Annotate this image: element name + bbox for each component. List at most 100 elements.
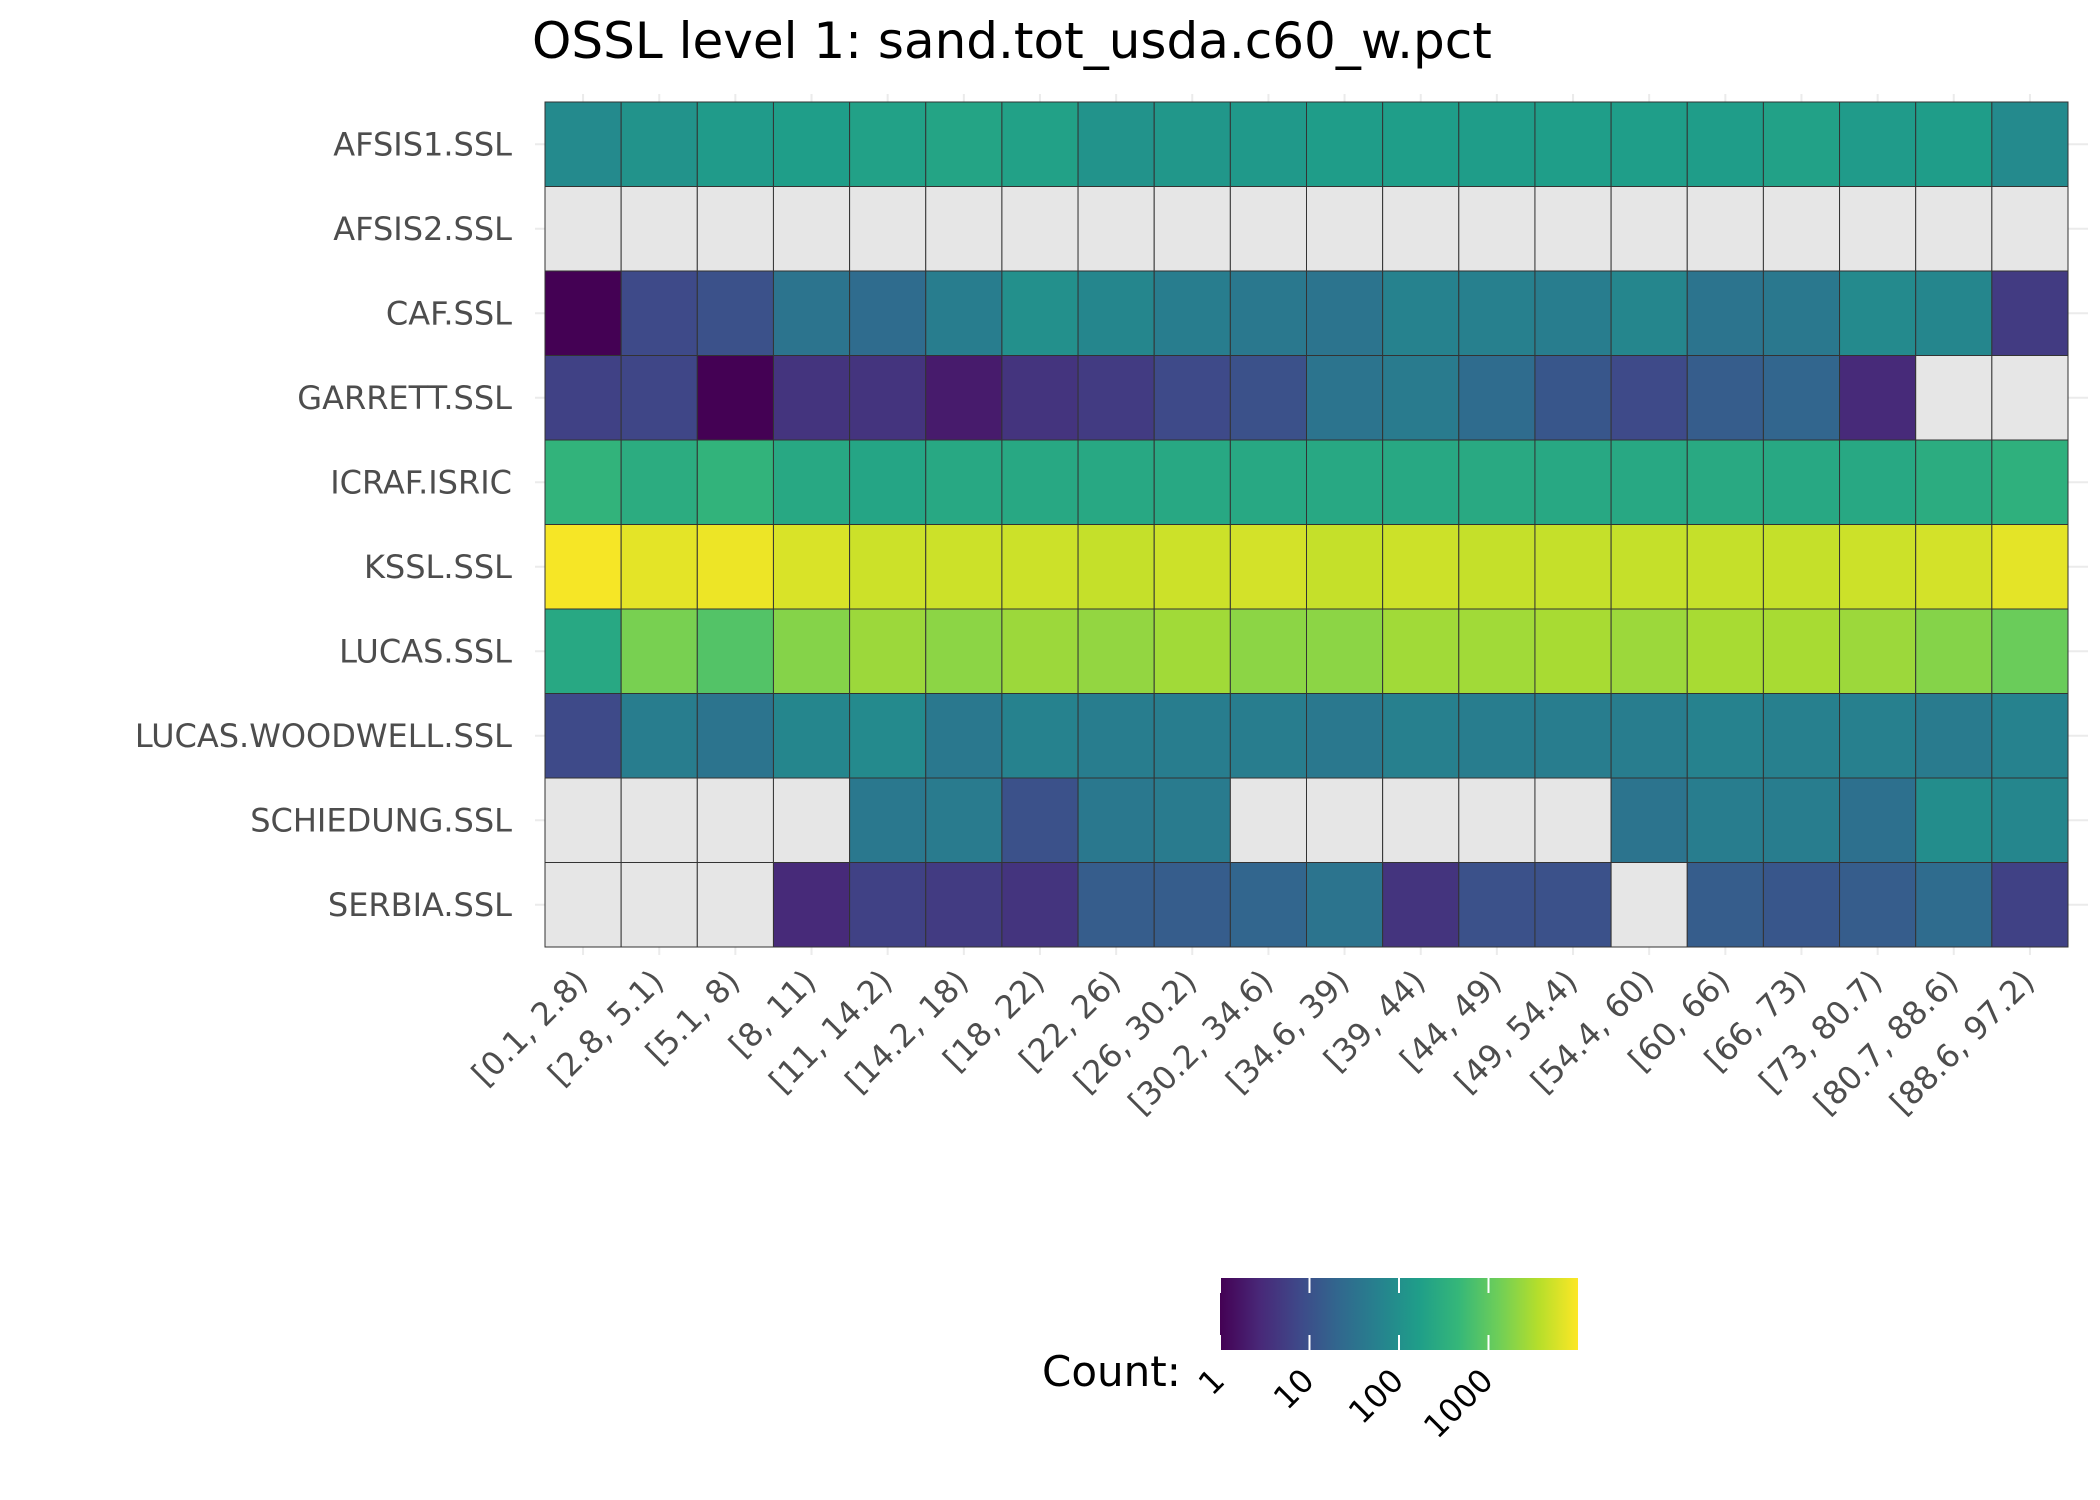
heatmap-cell bbox=[1991, 439, 2069, 525]
heatmap-cell bbox=[1153, 101, 1231, 187]
y-tick-label: LUCAS.WOODWELL.SSL bbox=[135, 717, 512, 755]
heatmap-cell bbox=[544, 862, 622, 948]
heatmap-cell bbox=[696, 186, 774, 272]
heatmap-cell bbox=[1839, 693, 1917, 779]
heatmap-cell bbox=[1153, 270, 1231, 356]
heatmap-cell bbox=[849, 355, 927, 441]
heatmap-cell bbox=[1915, 439, 1993, 525]
heatmap-cell bbox=[1153, 777, 1231, 863]
heatmap-cell bbox=[1610, 270, 1688, 356]
heatmap-cell bbox=[1915, 777, 1993, 863]
heatmap-cell bbox=[1762, 270, 1841, 356]
heatmap-cell bbox=[1991, 693, 2069, 779]
heatmap-cell bbox=[1610, 355, 1688, 441]
heatmap-cell bbox=[772, 862, 851, 948]
y-tick-label: AFSIS2.SSL bbox=[333, 210, 512, 248]
heatmap-cell bbox=[1458, 524, 1536, 610]
heatmap-cell bbox=[925, 101, 1003, 187]
heatmap-cell bbox=[696, 862, 774, 948]
heatmap-cell bbox=[1762, 186, 1841, 272]
heatmap-cell bbox=[849, 777, 927, 863]
heatmap-cell bbox=[1001, 186, 1079, 272]
heatmap-cell bbox=[1762, 608, 1841, 694]
heatmap-cell bbox=[1458, 439, 1536, 525]
chart-title: OSSL level 1: sand.tot_usda.c60_w.pct bbox=[532, 12, 1492, 70]
heatmap-cell bbox=[696, 439, 774, 525]
heatmap-cell bbox=[925, 355, 1003, 441]
heatmap-cell bbox=[1762, 101, 1841, 187]
heatmap-cell bbox=[1686, 862, 1764, 948]
heatmap-cell bbox=[1153, 608, 1231, 694]
heatmap-cell bbox=[1610, 101, 1688, 187]
heatmap-cell bbox=[696, 101, 774, 187]
heatmap-cell bbox=[1534, 101, 1612, 187]
heatmap-cell bbox=[1077, 608, 1155, 694]
heatmap-cell bbox=[696, 270, 774, 356]
heatmap-cell bbox=[696, 355, 774, 441]
heatmap-cell bbox=[1686, 693, 1764, 779]
heatmap-cell bbox=[1458, 777, 1536, 863]
heatmap-cell bbox=[925, 608, 1003, 694]
heatmap-cell bbox=[925, 439, 1003, 525]
legend-title: Count: bbox=[1042, 1347, 1181, 1396]
heatmap-cell bbox=[1001, 439, 1079, 525]
heatmap-cell bbox=[1915, 524, 1993, 610]
heatmap-cell bbox=[1382, 524, 1460, 610]
heatmap-cell bbox=[1382, 270, 1460, 356]
heatmap-cell bbox=[1839, 439, 1917, 525]
heatmap-cell bbox=[1686, 608, 1764, 694]
heatmap-cell bbox=[1458, 355, 1536, 441]
heatmap-cell bbox=[1686, 524, 1764, 610]
heatmap-cell bbox=[544, 355, 622, 441]
y-tick-label: CAF.SSL bbox=[386, 294, 512, 332]
heatmap-cell bbox=[1915, 693, 1993, 779]
heatmap-cell bbox=[772, 777, 851, 863]
y-tick-label: SERBIA.SSL bbox=[328, 886, 512, 924]
heatmap-cell bbox=[544, 693, 622, 779]
heatmap-cell bbox=[1382, 101, 1460, 187]
heatmap-cell bbox=[925, 186, 1003, 272]
heatmap-cell bbox=[1762, 693, 1841, 779]
heatmap-cell bbox=[849, 101, 927, 187]
heatmap-cell bbox=[620, 439, 698, 525]
heatmap-cell bbox=[620, 355, 698, 441]
heatmap-cell bbox=[1001, 101, 1079, 187]
heatmap-cell bbox=[1458, 270, 1536, 356]
heatmap-cell bbox=[620, 693, 698, 779]
heatmap-cell bbox=[1306, 862, 1384, 948]
heatmap-cell bbox=[1229, 101, 1307, 187]
heatmap-cell bbox=[1534, 186, 1612, 272]
heatmap-cell bbox=[1153, 355, 1231, 441]
heatmap-cell bbox=[849, 862, 927, 948]
heatmap-cell bbox=[1077, 862, 1155, 948]
heatmap-cell bbox=[1915, 186, 1993, 272]
heatmap-cell bbox=[849, 186, 927, 272]
heatmap-cell bbox=[1534, 439, 1612, 525]
heatmap-cells bbox=[544, 101, 2069, 948]
heatmap-cell bbox=[1306, 101, 1384, 187]
y-tick-label: LUCAS.SSL bbox=[339, 632, 512, 670]
heatmap-cell bbox=[1839, 608, 1917, 694]
heatmap-cell bbox=[696, 608, 774, 694]
heatmap-cell bbox=[849, 693, 927, 779]
heatmap-cell bbox=[544, 186, 622, 272]
heatmap-cell bbox=[1153, 693, 1231, 779]
heatmap-cell bbox=[1306, 186, 1384, 272]
heatmap-cell bbox=[1306, 524, 1384, 610]
heatmap-cell bbox=[1458, 862, 1536, 948]
y-tick-label: KSSL.SSL bbox=[364, 548, 512, 586]
heatmap-cell bbox=[620, 186, 698, 272]
heatmap-cell bbox=[1382, 862, 1460, 948]
heatmap-cell bbox=[1610, 439, 1688, 525]
heatmap-cell bbox=[1534, 777, 1612, 863]
heatmap-cell bbox=[1306, 693, 1384, 779]
heatmap-cell bbox=[1610, 186, 1688, 272]
heatmap-cell bbox=[1991, 608, 2069, 694]
heatmap-cell bbox=[1001, 862, 1079, 948]
y-tick-label: ICRAF.ISRIC bbox=[330, 463, 512, 501]
heatmap-cell bbox=[1991, 186, 2069, 272]
heatmap-cell bbox=[1229, 186, 1307, 272]
heatmap-cell bbox=[1839, 862, 1917, 948]
heatmap-cell bbox=[1610, 862, 1688, 948]
heatmap-cell bbox=[696, 777, 774, 863]
